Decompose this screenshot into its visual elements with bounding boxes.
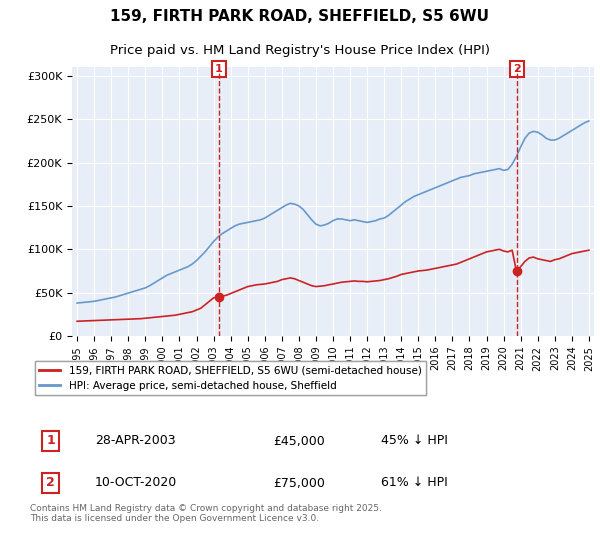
Text: 1: 1 xyxy=(46,435,55,447)
Text: £45,000: £45,000 xyxy=(273,435,325,447)
Text: 1: 1 xyxy=(215,64,223,74)
Text: 10-OCT-2020: 10-OCT-2020 xyxy=(95,477,177,489)
Text: 61% ↓ HPI: 61% ↓ HPI xyxy=(381,477,448,489)
Legend: 159, FIRTH PARK ROAD, SHEFFIELD, S5 6WU (semi-detached house), HPI: Average pric: 159, FIRTH PARK ROAD, SHEFFIELD, S5 6WU … xyxy=(35,361,425,395)
Text: 159, FIRTH PARK ROAD, SHEFFIELD, S5 6WU: 159, FIRTH PARK ROAD, SHEFFIELD, S5 6WU xyxy=(110,10,490,24)
Text: 28-APR-2003: 28-APR-2003 xyxy=(95,435,175,447)
Text: £75,000: £75,000 xyxy=(273,477,325,489)
Text: 45% ↓ HPI: 45% ↓ HPI xyxy=(381,435,448,447)
Text: Contains HM Land Registry data © Crown copyright and database right 2025.
This d: Contains HM Land Registry data © Crown c… xyxy=(30,504,382,524)
Text: Price paid vs. HM Land Registry's House Price Index (HPI): Price paid vs. HM Land Registry's House … xyxy=(110,44,490,57)
Text: 2: 2 xyxy=(46,477,55,489)
Text: 2: 2 xyxy=(513,64,521,74)
